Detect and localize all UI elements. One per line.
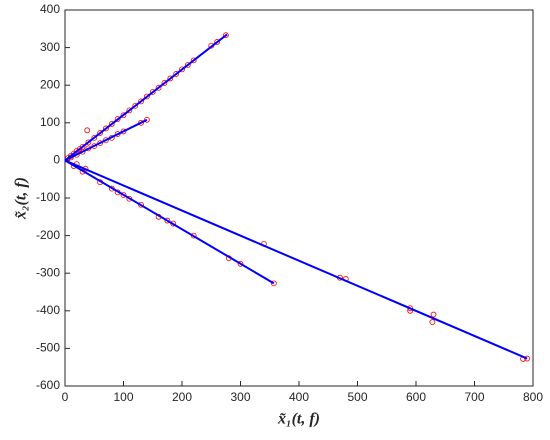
data-point bbox=[173, 71, 180, 77]
data-point bbox=[132, 102, 139, 109]
data-point bbox=[143, 93, 150, 100]
data-point bbox=[97, 140, 103, 147]
y-tick-label: -300 bbox=[36, 265, 60, 279]
data-point bbox=[143, 116, 150, 123]
data-point bbox=[164, 217, 171, 224]
data-point bbox=[79, 148, 86, 155]
data-point bbox=[270, 280, 277, 287]
data-point bbox=[429, 319, 436, 325]
data-point bbox=[167, 75, 174, 82]
data-point bbox=[120, 192, 127, 198]
x-tick-label: 600 bbox=[406, 390, 426, 404]
data-point bbox=[120, 112, 127, 119]
data-point bbox=[138, 119, 144, 126]
x-tick-label: 800 bbox=[523, 390, 543, 404]
x-tick-label: 400 bbox=[289, 390, 309, 404]
data-point bbox=[126, 107, 133, 114]
y-tick-label: -400 bbox=[36, 303, 60, 317]
fit-line bbox=[64, 159, 528, 360]
data-point bbox=[430, 311, 437, 318]
y-tick-label: 200 bbox=[40, 77, 60, 91]
y-tick-label: -600 bbox=[36, 378, 60, 392]
y-tick-label: -500 bbox=[36, 341, 60, 355]
data-point bbox=[103, 137, 109, 143]
data-point bbox=[214, 39, 221, 45]
data-point bbox=[237, 260, 244, 267]
y-axis-label: x̃₂(t, f) bbox=[13, 177, 30, 220]
data-point bbox=[161, 80, 168, 86]
fit-line bbox=[64, 33, 228, 162]
x-tick-label: 200 bbox=[172, 390, 192, 404]
fit-line bbox=[64, 118, 148, 162]
y-tick-label: -100 bbox=[36, 190, 60, 204]
x-axis-label: x̃₁(t, f) bbox=[277, 411, 320, 428]
data-point bbox=[222, 32, 229, 39]
x-tick-label: 0 bbox=[62, 390, 69, 404]
data-point bbox=[85, 139, 92, 146]
data-point bbox=[155, 84, 162, 91]
data-point bbox=[149, 89, 156, 95]
x-tick-label: 700 bbox=[464, 390, 484, 404]
data-point bbox=[179, 66, 185, 73]
data-point bbox=[103, 125, 109, 132]
plot-frame bbox=[64, 9, 534, 387]
data-point bbox=[84, 127, 91, 134]
x-tick-label: 100 bbox=[113, 390, 133, 404]
y-tick-label: 100 bbox=[40, 115, 60, 129]
x-tick-label: 300 bbox=[230, 390, 250, 404]
data-point bbox=[190, 57, 197, 64]
data-point bbox=[120, 128, 127, 135]
data-point bbox=[138, 98, 144, 105]
data-point bbox=[97, 130, 103, 136]
data-point bbox=[91, 134, 98, 141]
y-tick-label: 300 bbox=[40, 40, 60, 54]
data-point bbox=[184, 61, 191, 68]
data-point bbox=[108, 121, 115, 127]
data-point bbox=[114, 116, 121, 122]
y-tick-label: -200 bbox=[36, 228, 60, 242]
y-tick-label: 0 bbox=[53, 153, 60, 167]
x-tick-label: 500 bbox=[347, 390, 367, 404]
y-tick-label: 400 bbox=[40, 2, 60, 16]
fit-line bbox=[64, 159, 275, 285]
